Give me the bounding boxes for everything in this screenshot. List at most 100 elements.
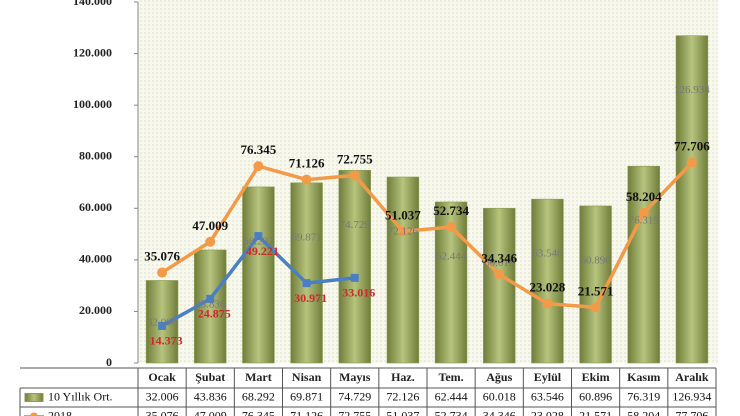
table-cell: 77.706 xyxy=(675,408,708,416)
bar xyxy=(242,186,275,364)
point xyxy=(349,170,360,181)
x-tick-label: Eylül xyxy=(534,370,562,384)
data-label: 49.221 xyxy=(246,244,279,258)
data-label: 33.016 xyxy=(342,286,375,300)
data-label: 74.729 xyxy=(340,219,371,231)
y-tick-label: 140.000 xyxy=(73,0,112,8)
table-cell: 51.037 xyxy=(386,408,419,416)
bar xyxy=(675,35,709,364)
legend-label: 10 Yıllık Ort. xyxy=(48,389,113,403)
point xyxy=(206,294,215,303)
x-tick-label: Nisan xyxy=(292,370,322,384)
x-tick-label: Haz. xyxy=(391,370,415,384)
bar xyxy=(386,176,420,364)
data-label: 62.444 xyxy=(436,251,467,263)
y-tick-label: 120.000 xyxy=(73,45,112,59)
data-label: 43.836 xyxy=(195,298,226,310)
data-label: 51.037 xyxy=(385,207,421,222)
data-label: 34.346 xyxy=(481,250,517,265)
point xyxy=(397,226,408,237)
table-cell: 58.204 xyxy=(627,408,660,416)
legend-swatch xyxy=(30,412,38,416)
point xyxy=(590,302,601,313)
table-cell: 34.346 xyxy=(483,408,516,416)
table-cell: 21.571 xyxy=(579,408,612,416)
point xyxy=(494,269,505,280)
point xyxy=(686,157,697,168)
table-cell: 63.546 xyxy=(531,389,564,403)
x-tick-label: Ocak xyxy=(148,370,176,384)
data-label: 68.292 xyxy=(243,235,273,247)
table-cell: 60.018 xyxy=(483,389,516,403)
data-label: 21.571 xyxy=(578,283,614,298)
point xyxy=(302,279,311,288)
table-cell: 43.836 xyxy=(194,389,227,403)
point xyxy=(253,161,264,172)
data-label: 76.345 xyxy=(241,142,277,157)
table-cell: 35.076 xyxy=(146,408,179,416)
y-tick-label: 20.000 xyxy=(79,303,112,317)
data-label: 71.126 xyxy=(289,156,325,171)
data-label: 76.319 xyxy=(629,215,660,227)
data-label: 58.204 xyxy=(626,189,662,204)
x-tick-label: Mayıs xyxy=(339,370,371,384)
table-cell: 68.292 xyxy=(242,389,275,403)
legend-swatch xyxy=(24,393,44,402)
table-cell: 47.009 xyxy=(194,408,227,416)
series-line xyxy=(161,161,694,310)
table-cell: 32.006 xyxy=(146,389,179,403)
legend-label: 2018 xyxy=(48,408,72,416)
data-label: 60.018 xyxy=(484,257,515,269)
data-label: 60.896 xyxy=(580,255,611,267)
y-tick-label: 0 xyxy=(106,355,112,369)
table-cell: 60.896 xyxy=(579,389,612,403)
data-label: 52.734 xyxy=(433,203,469,218)
point xyxy=(205,236,216,247)
point xyxy=(254,232,263,241)
data-label: 23.028 xyxy=(530,280,566,295)
table-cell: 23.028 xyxy=(531,408,564,416)
table-cell: 71.126 xyxy=(290,408,323,416)
point xyxy=(638,207,649,218)
y-tick-label: 100.000 xyxy=(73,97,112,111)
point xyxy=(446,222,457,233)
bar xyxy=(627,165,660,364)
plot-area xyxy=(138,0,718,363)
data-label: 126.934 xyxy=(674,84,710,96)
data-label: 47.009 xyxy=(192,218,228,233)
table-cell: 62.444 xyxy=(435,389,468,403)
point xyxy=(301,174,312,185)
x-tick-label: Şubat xyxy=(195,370,225,384)
bar xyxy=(483,207,516,364)
table-cell: 76.345 xyxy=(242,408,275,416)
x-tick-label: Kasım xyxy=(627,370,660,384)
y-tick-label: 60.000 xyxy=(79,200,112,214)
data-label: 69.871 xyxy=(291,231,321,243)
bar xyxy=(531,198,564,364)
data-label: 32.006 xyxy=(147,317,178,329)
x-tick-label: Aralık xyxy=(675,370,709,384)
data-label: 72.126 xyxy=(388,226,419,238)
table-cell: 69.871 xyxy=(290,389,323,403)
data-label: 30.971 xyxy=(294,291,327,305)
y-tick-label: 80.000 xyxy=(79,148,112,162)
data-label: 77.706 xyxy=(674,139,710,154)
table-cell: 76.319 xyxy=(627,389,660,403)
table-cell: 72.126 xyxy=(386,389,419,403)
data-label: 63.546 xyxy=(532,248,563,260)
table-cell: 126.934 xyxy=(672,389,711,403)
table-cell: 72.755 xyxy=(338,408,371,416)
x-tick-label: Ağus xyxy=(486,370,512,384)
x-tick-label: Mart xyxy=(245,370,272,384)
table-cell: 74.729 xyxy=(338,389,371,403)
data-label: 24.875 xyxy=(198,307,231,321)
x-tick-label: Ekim xyxy=(582,370,610,384)
x-tick-label: Tem. xyxy=(438,370,463,384)
point xyxy=(157,267,168,278)
point xyxy=(542,298,553,309)
data-label: 35.076 xyxy=(144,249,180,264)
table-cell: 52.734 xyxy=(435,408,468,416)
data-label: 72.755 xyxy=(337,151,373,166)
data-label: 14.373 xyxy=(150,334,183,348)
